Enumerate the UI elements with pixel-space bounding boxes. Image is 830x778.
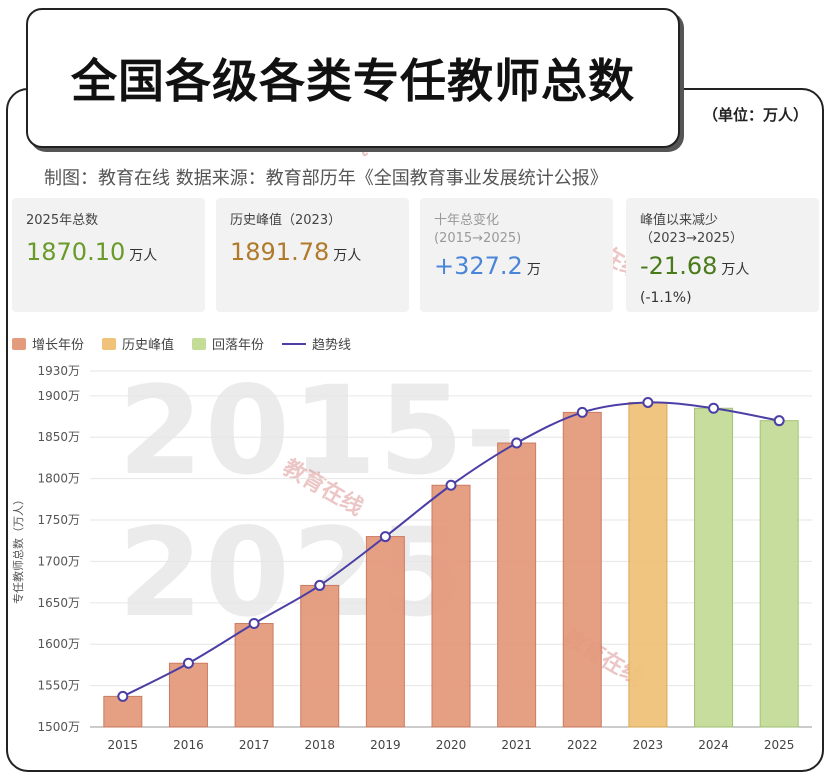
stat-value: +327.2 万: [434, 252, 599, 280]
legend-swatch: [12, 337, 26, 350]
y-tick-label: 1930万: [37, 364, 80, 378]
stat-value: -21.68 万人 (-1.1%): [640, 252, 805, 308]
trend-point-2019: [379, 531, 391, 543]
x-tick-label: 2018: [304, 738, 335, 752]
trend-point-2023: [642, 396, 654, 408]
stat-label: 2025年总数: [26, 213, 99, 228]
bar-2019: [365, 536, 405, 728]
legend-item-decline[interactable]: 回落年份: [192, 334, 264, 353]
x-tick-label: 2016: [173, 738, 204, 752]
stat-sublabel: (2015→2025): [434, 231, 522, 246]
x-tick-label: 2022: [567, 738, 598, 752]
legend-swatch: [192, 337, 207, 350]
stat-sublabel: （2023→2025）: [640, 231, 744, 246]
legend-label: 回落年份: [212, 338, 265, 353]
trend-point-2018: [314, 579, 326, 591]
bar-2024: [694, 407, 734, 728]
stat-label: 历史峰值（2023）: [230, 213, 342, 228]
trend-point-2025: [773, 415, 785, 427]
stat-number: -21.68: [640, 252, 718, 280]
y-tick-label: 1800万: [37, 472, 80, 486]
stat-card-change: 十年总变化 (2015→2025) +327.2 万: [420, 198, 613, 312]
bar-2016: [168, 662, 208, 728]
x-tick-label: 2020: [436, 738, 467, 752]
stat-number: 1870.10: [26, 238, 126, 266]
trend-point-2024: [708, 402, 720, 414]
x-tick-label: 2015: [108, 738, 139, 752]
bar-2018: [300, 584, 340, 728]
trend-point-2016: [182, 657, 194, 669]
x-tick-label: 2019: [370, 738, 401, 752]
page-title: 全国各级各类专任教师总数: [71, 54, 635, 108]
bar-2025: [759, 420, 799, 728]
y-axis-label: 专任教师总数（万人）: [11, 494, 25, 604]
stat-value: 1870.10 万人: [26, 238, 191, 266]
stat-card-total: 2025年总数 1870.10 万人: [12, 198, 205, 312]
bar-2020: [431, 484, 471, 728]
legend-label: 趋势线: [312, 338, 352, 353]
title-box: 全国各级各类专任教师总数: [26, 8, 680, 148]
bar-2023: [628, 401, 668, 728]
legend-label: 增长年份: [32, 338, 85, 353]
trend-point-2020: [445, 479, 457, 491]
trend-point-2017: [248, 618, 260, 630]
trend-point-2022: [576, 406, 588, 418]
stat-unit: 万人: [333, 248, 362, 264]
bar-2021: [497, 442, 537, 728]
stat-number: 1891.78: [230, 238, 330, 266]
x-tick-label: 2024: [698, 738, 729, 752]
bar-2017: [234, 623, 274, 728]
x-tick-label: 2021: [501, 738, 532, 752]
stat-label: 十年总变化: [434, 213, 500, 228]
stat-card-decline: 峰值以来减少 （2023→2025） -21.68 万人 (-1.1%): [626, 198, 819, 312]
y-tick-label: 1500万: [37, 720, 80, 734]
y-tick-label: 1750万: [37, 513, 80, 527]
legend-item-growth[interactable]: 增长年份: [12, 334, 84, 353]
bar-chart: 1500万 1550万 1600万 1650万 1700万 1750万 1800万 1850万…: [11, 364, 812, 752]
stat-number: +327.2: [434, 252, 523, 280]
trend-point-2015: [117, 690, 129, 702]
unit-label: （单位：万人）: [702, 106, 808, 124]
bar-2022: [562, 411, 602, 728]
stat-label: 峰值以来减少: [640, 213, 719, 228]
x-tick-label: 2017: [239, 738, 270, 752]
y-tick-label: 1600万: [37, 637, 80, 651]
x-tick-label: 2025: [764, 738, 795, 752]
stat-unit: 万人 (-1.1%): [640, 262, 750, 306]
y-tick-label: 1900万: [37, 389, 80, 403]
trend-point-2021: [511, 437, 523, 449]
y-tick-label: 1650万: [37, 596, 80, 610]
legend-item-trend[interactable]: 趋势线: [282, 334, 351, 353]
stat-card-peak: 历史峰值（2023） 1891.78 万人: [216, 198, 409, 312]
legend-line: [282, 342, 307, 345]
y-tick-label: 1550万: [37, 679, 80, 693]
stat-unit: 万: [526, 262, 541, 278]
legend-swatch: [102, 337, 117, 350]
y-tick-label: 1700万: [37, 554, 80, 568]
x-tick-label: 2023: [633, 738, 664, 752]
y-tick-label: 1850万: [37, 430, 80, 444]
stat-value: 1891.78 万人: [230, 238, 395, 266]
stat-unit: 万人: [129, 248, 158, 264]
chart-legend: 增长年份 历史峰值 回落年份 趋势线: [12, 334, 351, 353]
credits-line: 制图：教育在线 数据来源：教育部历年《全国教育事业发展统计公报》: [44, 168, 608, 189]
legend-item-peak[interactable]: 历史峰值: [102, 334, 174, 353]
legend-label: 历史峰值: [122, 338, 175, 353]
